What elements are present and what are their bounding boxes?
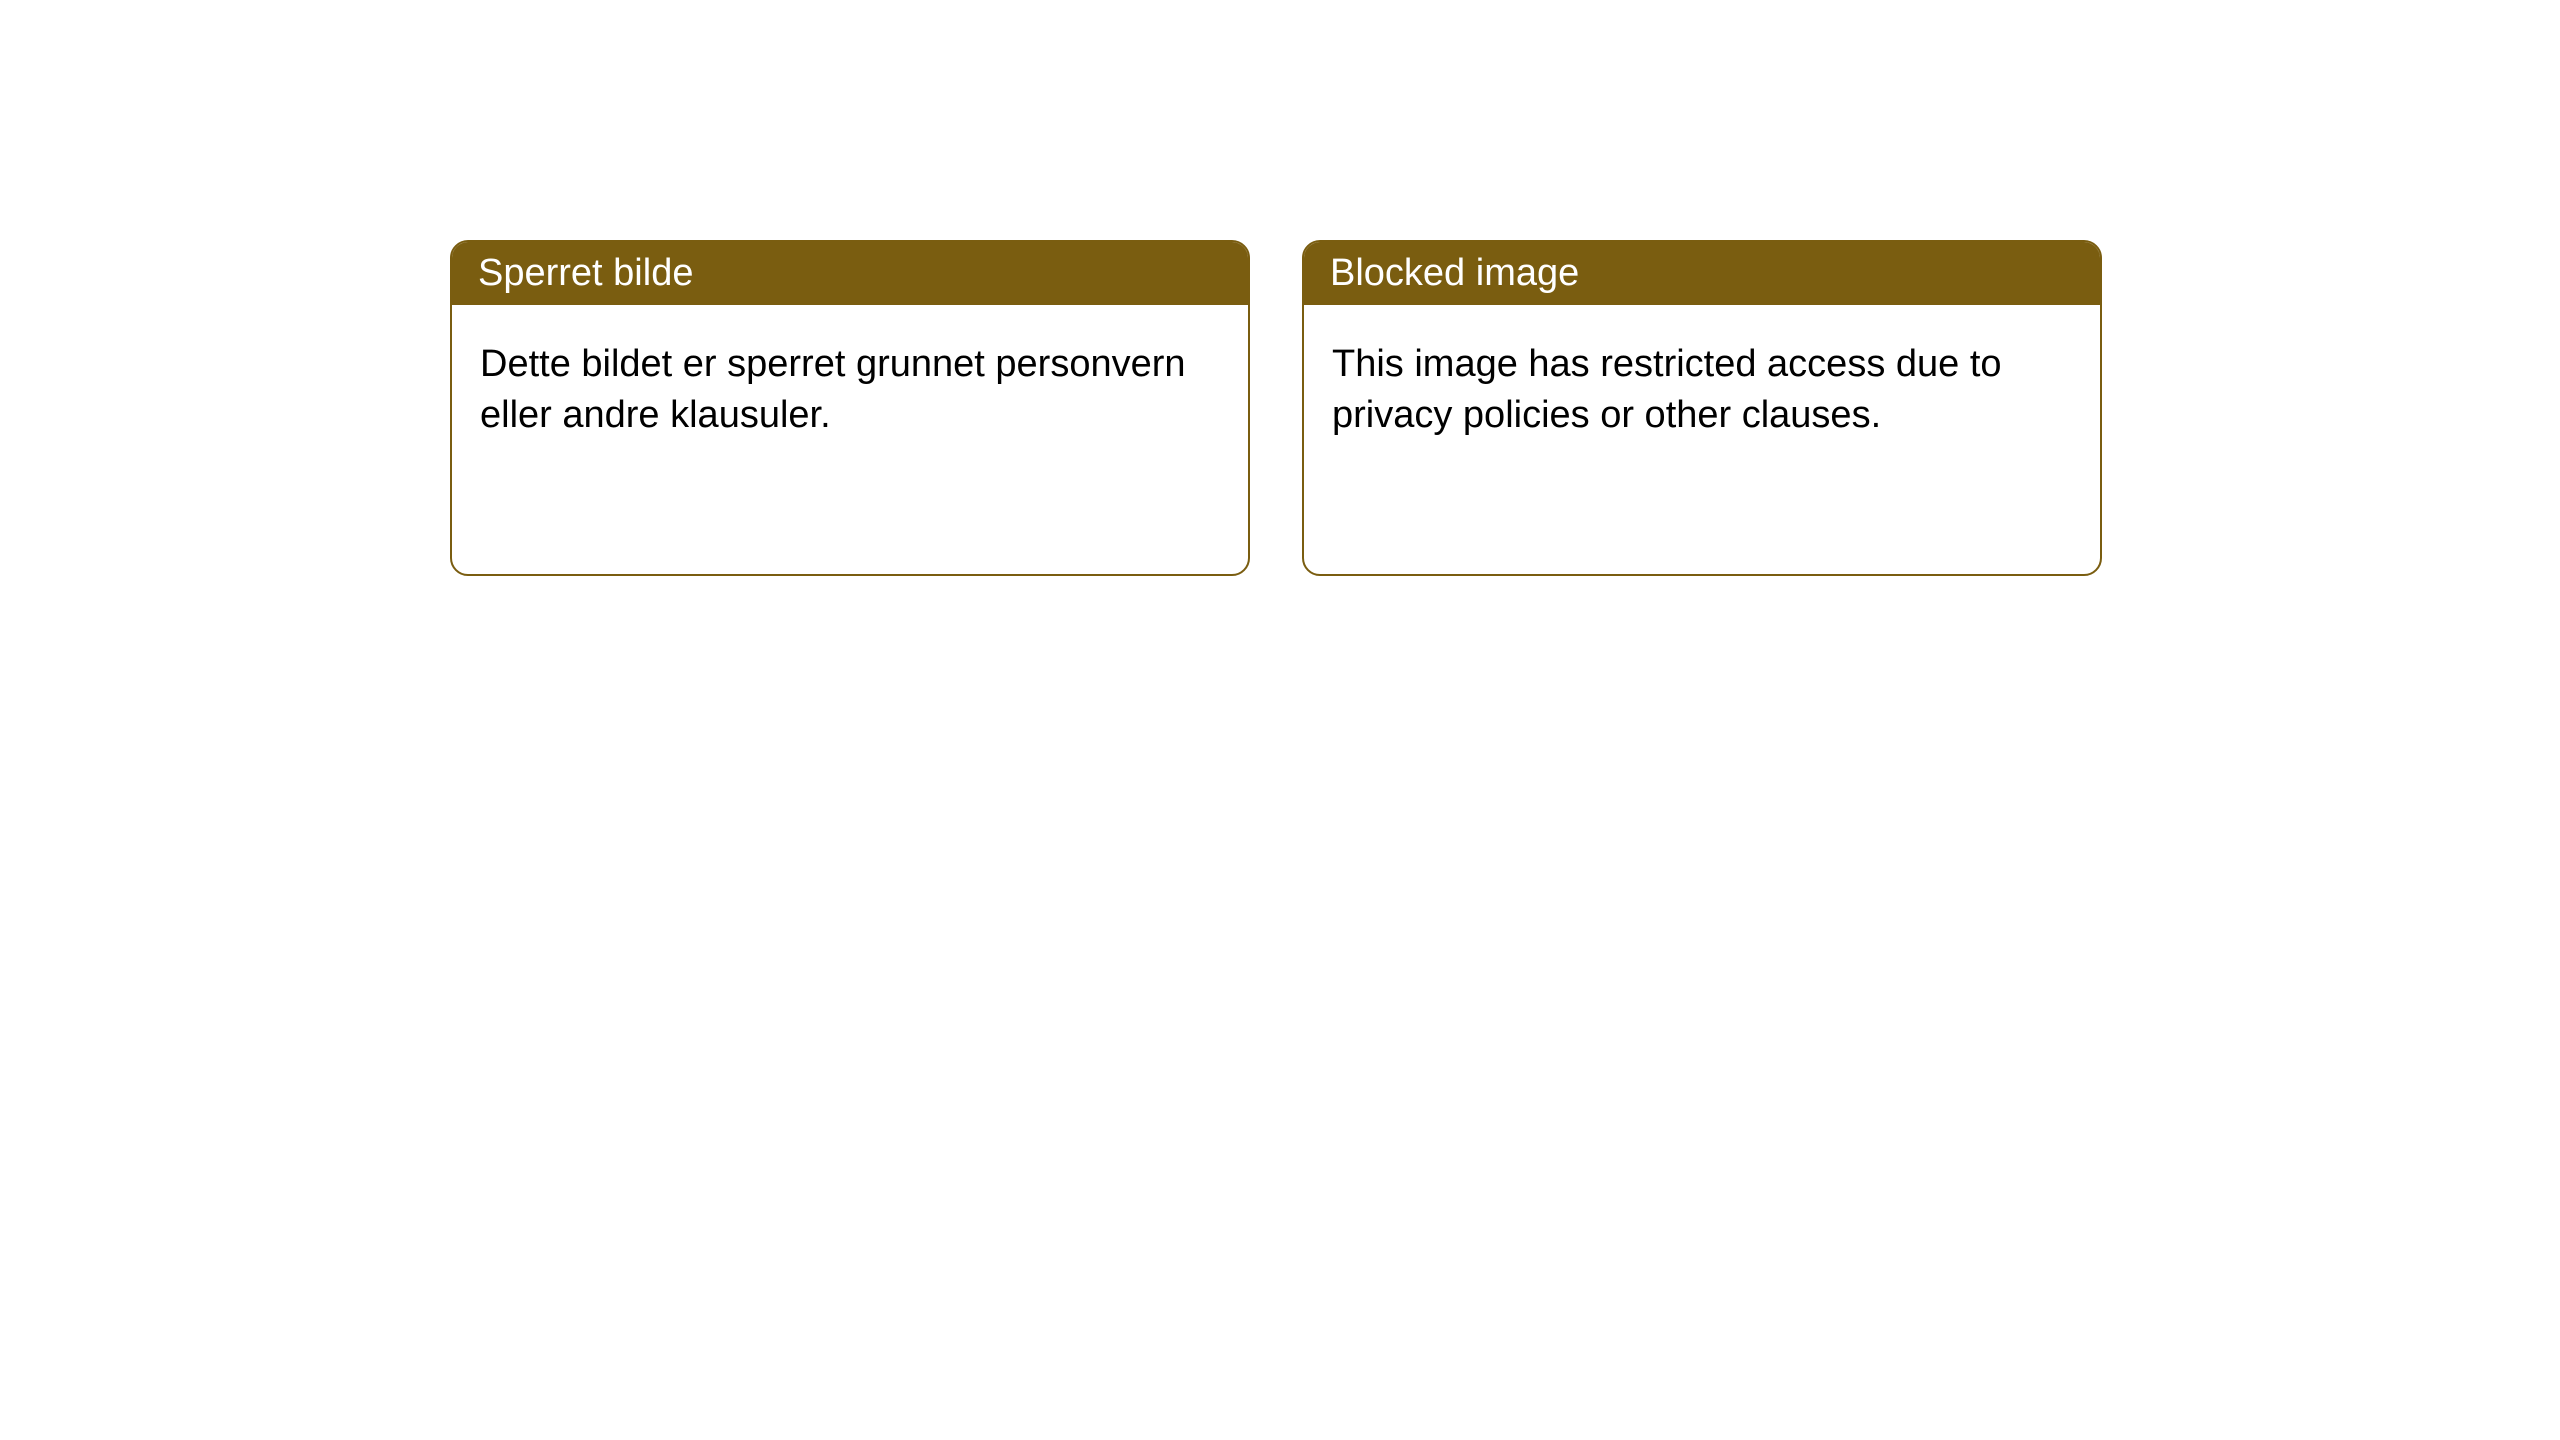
notice-card-norwegian: Sperret bilde Dette bildet er sperret gr… <box>450 240 1250 576</box>
notice-title: Sperret bilde <box>452 242 1248 305</box>
notice-card-english: Blocked image This image has restricted … <box>1302 240 2102 576</box>
notice-body: Dette bildet er sperret grunnet personve… <box>452 305 1248 476</box>
notice-body: This image has restricted access due to … <box>1304 305 2100 476</box>
notice-title: Blocked image <box>1304 242 2100 305</box>
notice-container: Sperret bilde Dette bildet er sperret gr… <box>0 0 2560 576</box>
